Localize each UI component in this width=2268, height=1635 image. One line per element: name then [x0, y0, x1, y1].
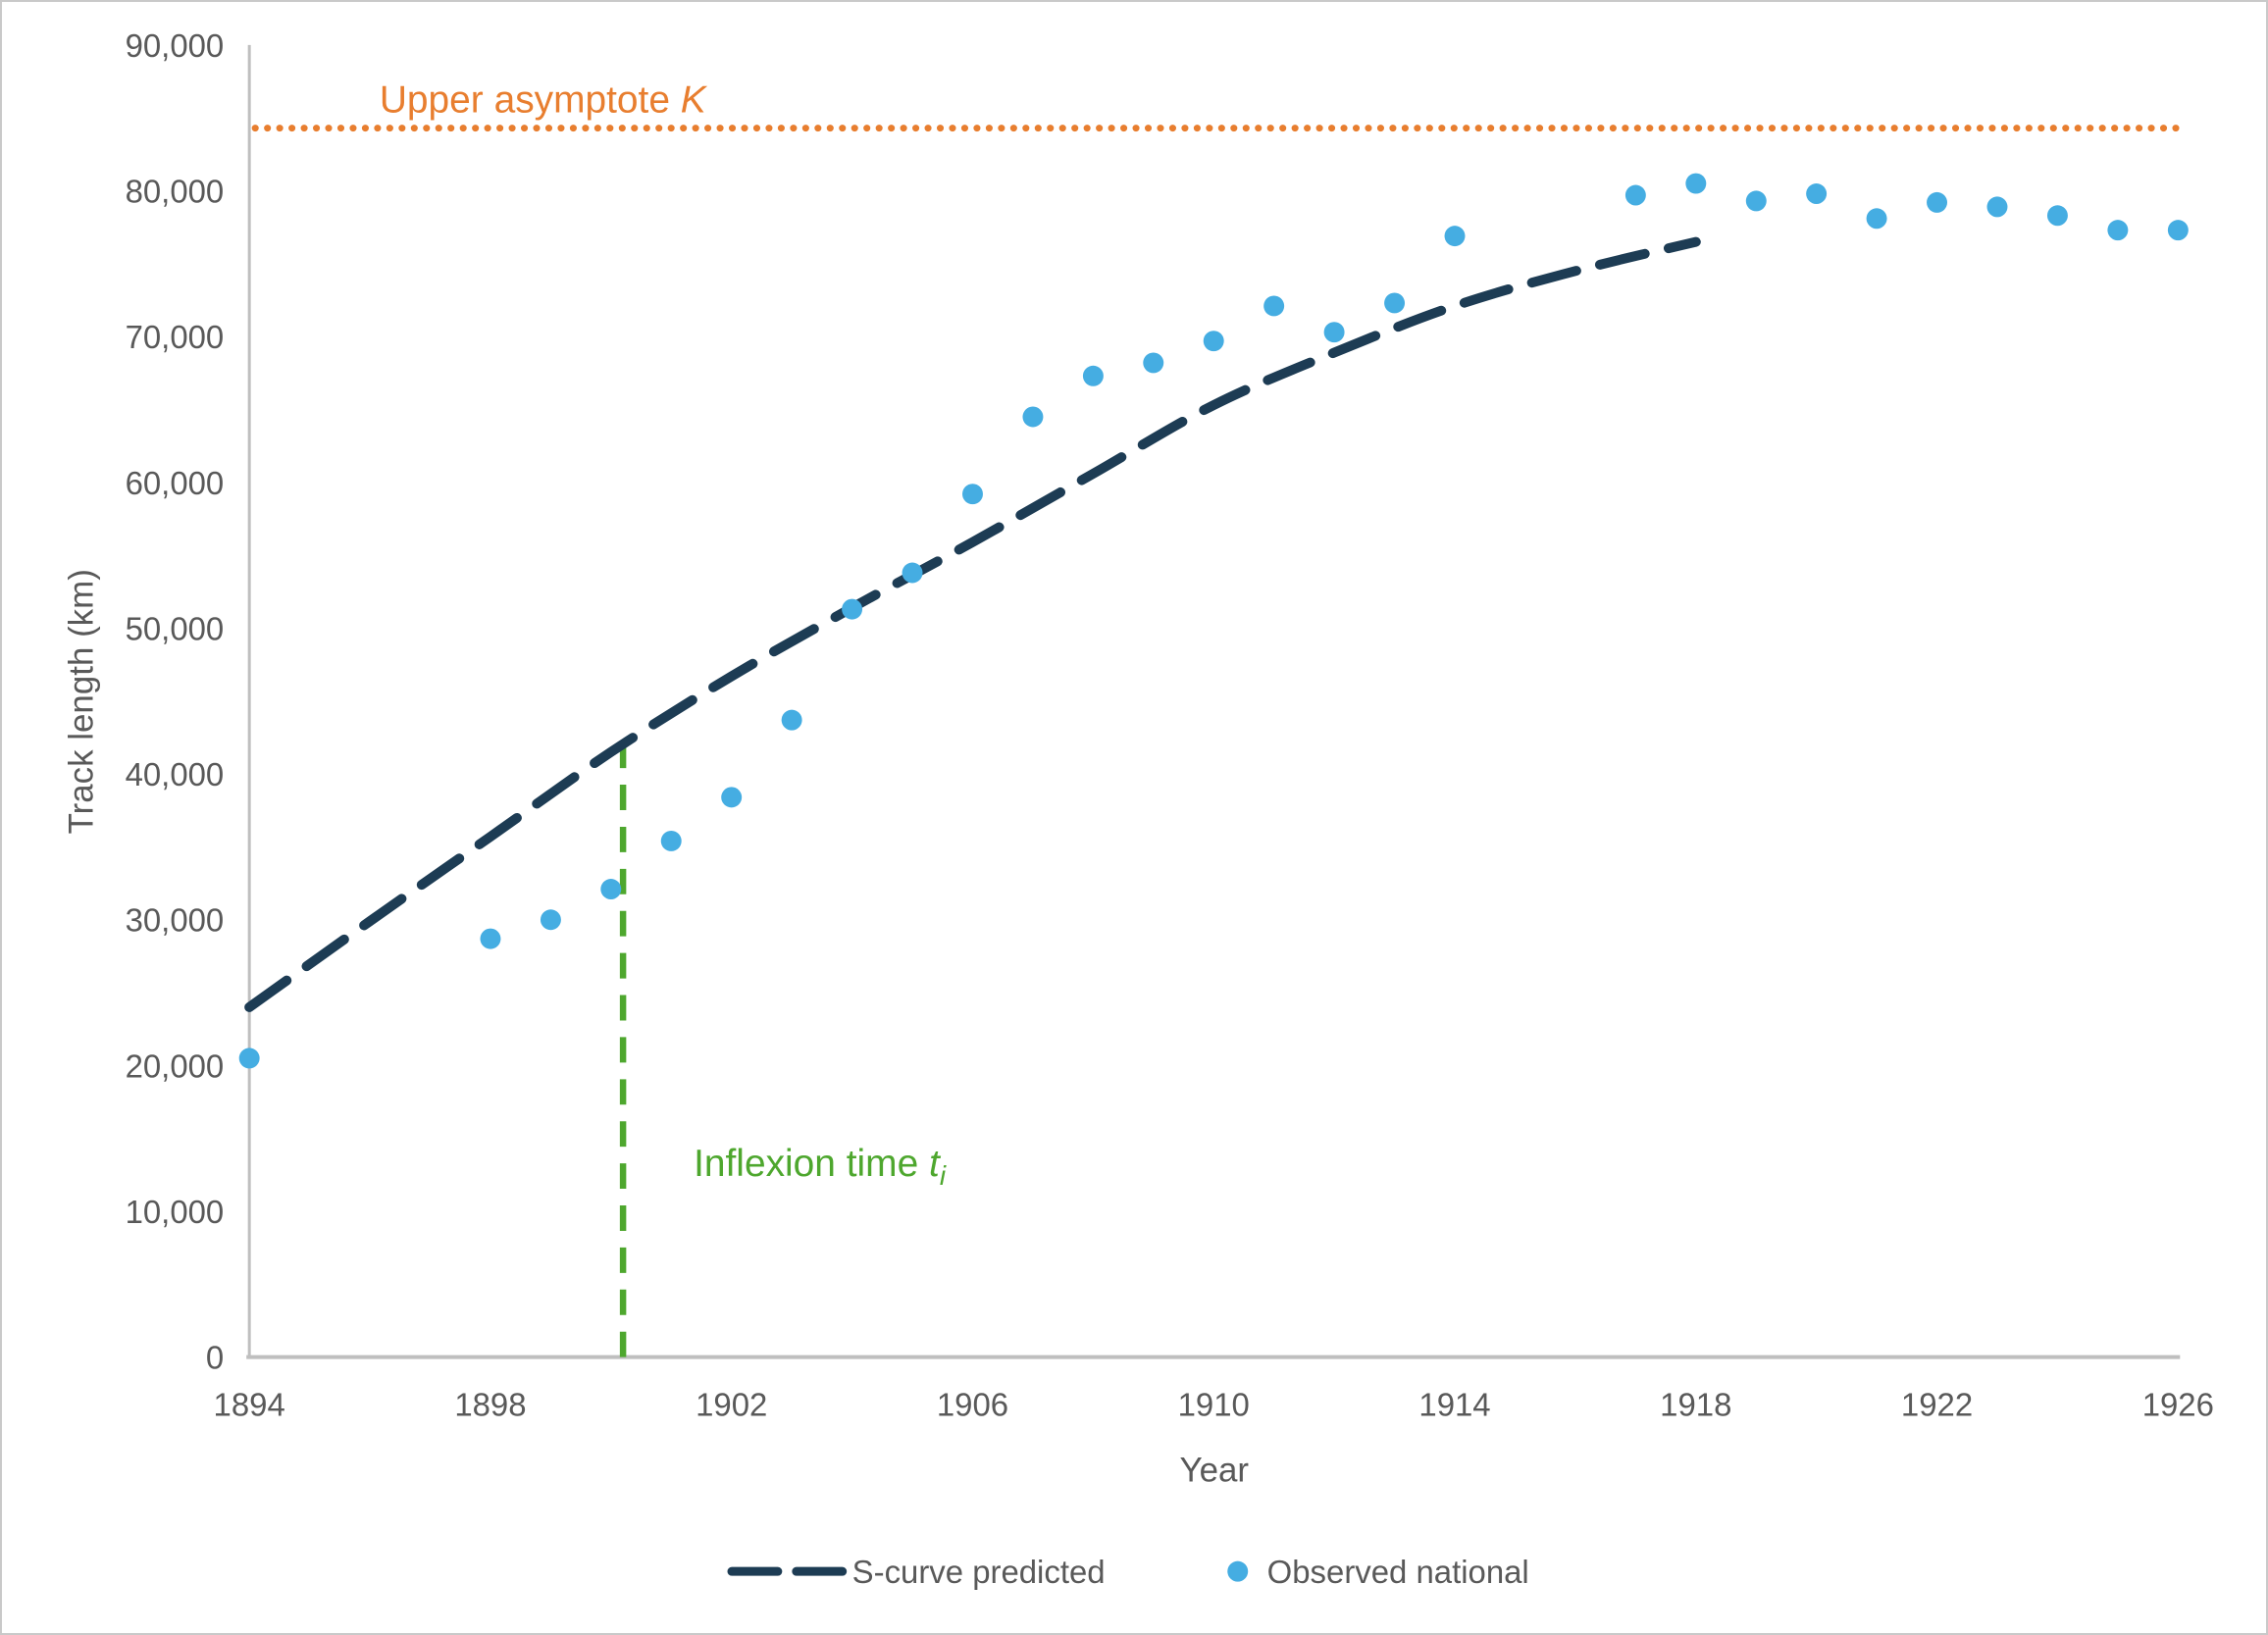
x-tick-label: 1906 [937, 1387, 1008, 1423]
upper-asymptote-label: Upper asymptote K [380, 79, 708, 122]
observed-point [1745, 190, 1767, 212]
legend-dot-swatch [1227, 1560, 1249, 1582]
observed-point [1927, 191, 1948, 213]
x-tick-label: 1922 [1901, 1387, 1973, 1423]
observed-national-series [238, 173, 2189, 1069]
y-tick-label: 20,000 [126, 1047, 225, 1084]
observed-point [1082, 365, 1104, 386]
observed-point [842, 598, 863, 620]
observed-point [962, 484, 983, 505]
y-tick-label: 70,000 [126, 319, 225, 355]
x-tick-label: 1910 [1178, 1387, 1250, 1423]
y-axis-title: Track length (km) [63, 569, 101, 834]
observed-point [1323, 322, 1345, 343]
axes [246, 44, 2181, 1359]
observed-point [1263, 295, 1285, 317]
x-tick-label: 1902 [696, 1387, 767, 1423]
x-tick-label: 1926 [2142, 1387, 2214, 1423]
y-tick-label: 0 [206, 1340, 224, 1376]
x-tick-label: 1918 [1660, 1387, 1731, 1423]
x-axis-title: Year [1180, 1451, 1250, 1489]
observed-point [1624, 184, 1646, 206]
y-tick-label: 90,000 [126, 27, 225, 64]
observed-point [2167, 220, 2189, 241]
legend-label-observed: Observed national [1267, 1554, 1529, 1590]
legend-label-predicted: S-curve predicted [852, 1554, 1106, 1590]
y-axis-tick-labels: 0 10,000 20,000 30,000 40,000 50,000 60,000 70,… [126, 27, 225, 1376]
y-tick-label: 10,000 [126, 1194, 225, 1230]
observed-point [781, 709, 802, 731]
observed-point [238, 1047, 260, 1069]
observed-point [1384, 292, 1406, 314]
x-axis-tick-labels: 1894 1898 1902 1906 1910 1914 1918 1922 1926 [214, 1387, 2214, 1423]
y-tick-label: 80,000 [126, 174, 225, 210]
x-tick-label: 1914 [1418, 1387, 1490, 1423]
observed-point [1444, 226, 1466, 247]
inflexion-time-label: Inflexion time ti [694, 1143, 947, 1191]
observed-point [2046, 205, 2068, 227]
observed-point [1022, 406, 1044, 428]
observed-point [1986, 196, 2008, 218]
observed-point [1143, 352, 1164, 374]
observed-point [540, 909, 561, 931]
observed-point [660, 830, 682, 851]
observed-point [2107, 220, 2129, 241]
s-curve-path [244, 236, 1701, 1012]
y-tick-label: 60,000 [126, 465, 225, 501]
y-tick-label: 40,000 [126, 756, 225, 792]
x-tick-label: 1898 [454, 1387, 526, 1423]
observed-point [1685, 173, 1707, 194]
legend: S-curve predicted Observed national [727, 1554, 1529, 1590]
observed-point [902, 562, 923, 584]
s-curve-predicted-series [244, 236, 1701, 1012]
observed-point [1866, 208, 1887, 230]
x-tick-label: 1894 [214, 1387, 285, 1423]
observed-point [600, 879, 622, 899]
y-tick-label: 50,000 [126, 610, 225, 646]
observed-point [1203, 331, 1224, 352]
observed-point [480, 928, 501, 949]
observed-point [1806, 183, 1828, 205]
observed-point [721, 787, 743, 808]
y-tick-label: 30,000 [126, 902, 225, 939]
